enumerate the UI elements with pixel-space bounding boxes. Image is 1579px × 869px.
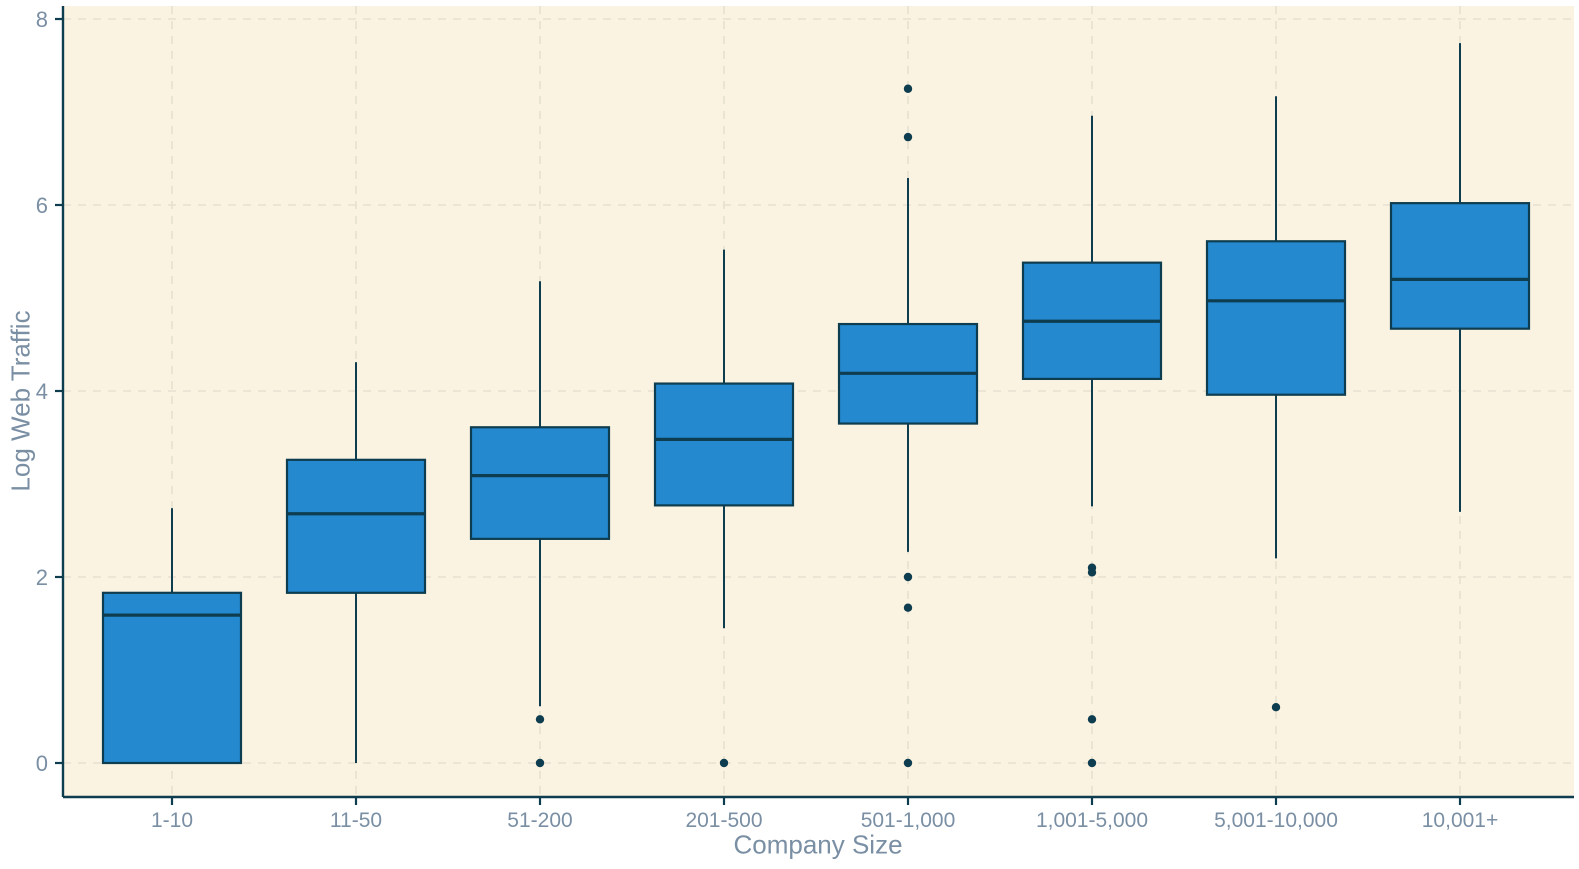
box	[653, 382, 795, 507]
box	[101, 591, 243, 765]
outlier-point	[535, 715, 545, 724]
outlier-point	[903, 603, 913, 612]
x-tick-label: 201-500	[685, 809, 762, 832]
y-tick-label: 4	[36, 379, 48, 404]
y-tick-label: 2	[36, 565, 48, 590]
outlier-point	[903, 572, 913, 582]
outlier-point	[1271, 703, 1281, 712]
outlier-point	[535, 758, 545, 768]
outlier-point	[1087, 758, 1097, 768]
box	[1205, 240, 1347, 396]
box	[469, 426, 611, 540]
x-tick-label: 11-50	[330, 809, 382, 832]
outlier-point	[1087, 568, 1097, 577]
x-tick-label: 51-200	[507, 809, 572, 832]
outlier-point	[719, 758, 729, 768]
y-axis-title: Log Web Traffic	[5, 310, 36, 492]
box	[1389, 202, 1531, 330]
outlier-point	[903, 758, 913, 768]
x-tick-label: 5,001-10,000	[1214, 809, 1338, 832]
x-tick-label: 1,001-5,000	[1036, 809, 1148, 832]
x-tick-label: 501-1,000	[861, 809, 956, 832]
x-tick-label: 1-10	[151, 809, 193, 832]
outlier-point	[1087, 715, 1097, 724]
outlier-point	[903, 132, 913, 142]
y-tick-label: 8	[36, 7, 48, 32]
x-tick-label: 10,001+	[1422, 809, 1499, 832]
outlier-point	[903, 84, 913, 93]
x-axis-title: Company Size	[733, 829, 903, 860]
box	[285, 458, 427, 594]
y-tick-label: 0	[36, 751, 48, 776]
y-tick-label: 6	[36, 193, 48, 218]
plot-panel	[63, 6, 1574, 797]
